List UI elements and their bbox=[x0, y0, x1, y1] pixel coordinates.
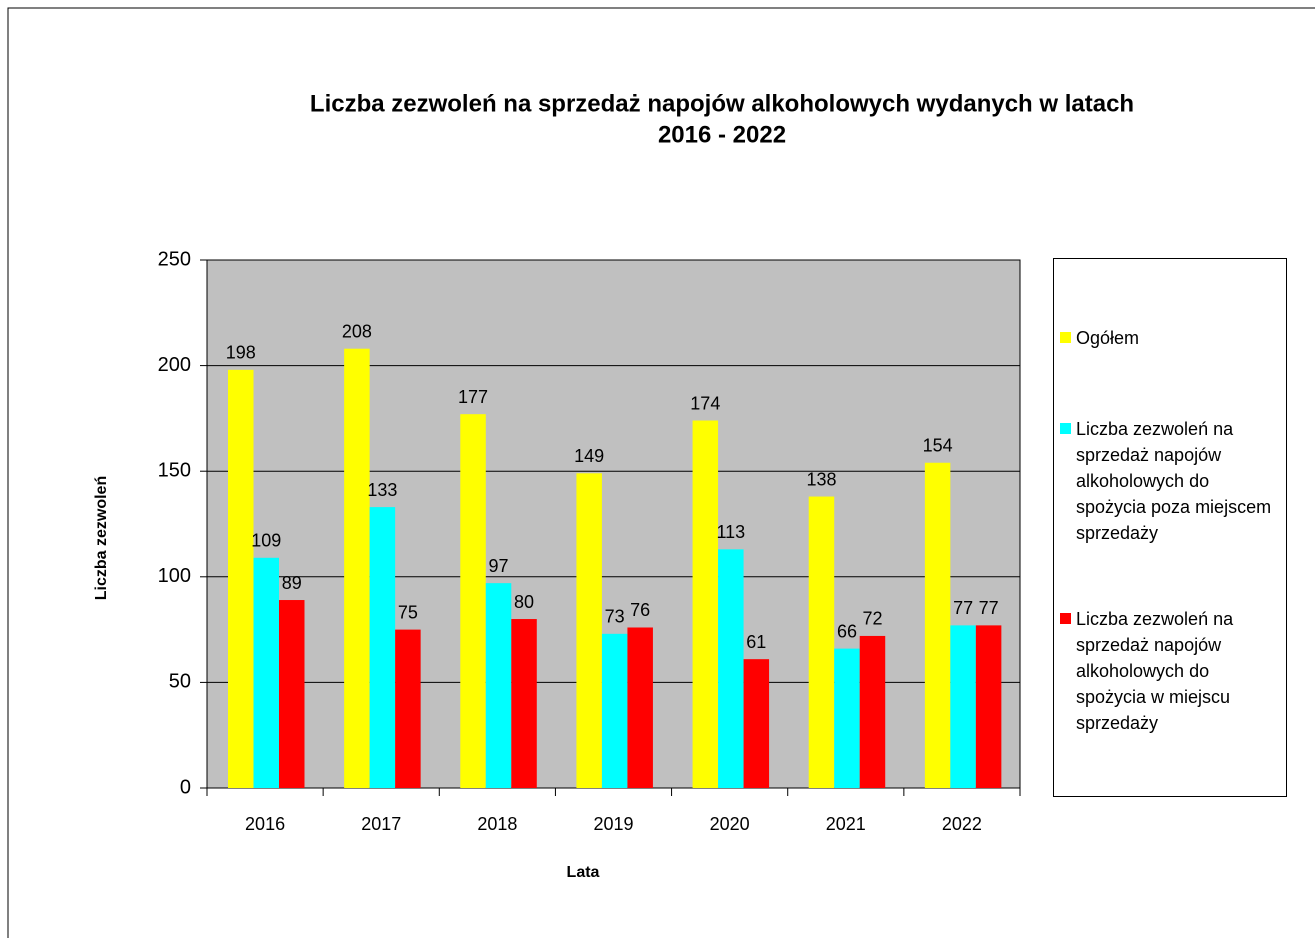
x-axis-label: Lata bbox=[567, 864, 600, 881]
bar bbox=[228, 369, 254, 788]
legend-entry: Liczba zezwoleń na sprzedaż napojów alko… bbox=[1058, 416, 1280, 546]
x-tick-label: 2022 bbox=[942, 814, 982, 834]
bar bbox=[834, 648, 860, 788]
legend-swatch bbox=[1060, 423, 1071, 434]
chart-title: Liczba zezwoleń na sprzedaż napojów alko… bbox=[310, 90, 1134, 117]
data-label: 198 bbox=[226, 343, 256, 363]
bar bbox=[692, 420, 719, 788]
legend-swatch bbox=[1060, 332, 1071, 343]
data-label: 113 bbox=[716, 522, 745, 542]
bar bbox=[718, 549, 744, 788]
bar bbox=[743, 659, 770, 788]
bar bbox=[627, 627, 653, 788]
x-tick-label: 2020 bbox=[710, 814, 750, 834]
chart-title: 2016 - 2022 bbox=[658, 121, 786, 148]
bar bbox=[344, 348, 370, 788]
data-label: 75 bbox=[398, 602, 418, 622]
bar bbox=[975, 625, 1002, 788]
data-label: 72 bbox=[862, 609, 882, 629]
bar bbox=[395, 629, 421, 788]
y-tick-label: 250 bbox=[158, 248, 191, 270]
data-label: 154 bbox=[923, 436, 953, 456]
bar bbox=[576, 473, 602, 788]
bar bbox=[279, 600, 305, 788]
legend-swatch bbox=[1060, 613, 1071, 624]
data-label: 89 bbox=[282, 573, 302, 593]
x-tick-label: 2021 bbox=[826, 814, 866, 834]
data-label: 66 bbox=[837, 621, 857, 641]
bar bbox=[924, 462, 951, 788]
data-label: 208 bbox=[342, 321, 372, 341]
data-label: 61 bbox=[746, 632, 766, 652]
bar bbox=[253, 557, 279, 788]
data-label: 73 bbox=[605, 607, 625, 627]
data-label: 149 bbox=[574, 446, 604, 466]
bar bbox=[950, 625, 976, 788]
bar bbox=[460, 414, 486, 788]
data-label: 80 bbox=[514, 592, 534, 612]
data-label: 77 bbox=[979, 598, 999, 618]
legend-text: Ogółem bbox=[1076, 328, 1140, 348]
y-tick-label: 150 bbox=[158, 459, 191, 481]
x-tick-label: 2017 bbox=[361, 814, 401, 834]
x-tick-label: 2019 bbox=[593, 814, 633, 834]
data-label: 77 bbox=[953, 598, 973, 618]
data-label: 97 bbox=[489, 556, 509, 576]
legend-entry: Liczba zezwoleń na sprzedaż napojów alko… bbox=[1058, 606, 1280, 736]
data-label: 174 bbox=[690, 393, 720, 413]
bar bbox=[808, 496, 835, 788]
data-label: 138 bbox=[806, 469, 836, 489]
bar bbox=[485, 583, 512, 788]
legend-text: Liczba zezwoleń na sprzedaż napojów alko… bbox=[1076, 609, 1234, 733]
bar bbox=[601, 633, 628, 788]
bar bbox=[859, 635, 886, 788]
data-label: 133 bbox=[367, 480, 397, 500]
bar bbox=[369, 507, 396, 788]
legend-text: Liczba zezwoleń na sprzedaż napojów alko… bbox=[1076, 419, 1272, 543]
y-tick-label: 50 bbox=[169, 671, 191, 693]
data-label: 177 bbox=[458, 387, 488, 407]
data-label: 76 bbox=[630, 600, 650, 620]
x-tick-label: 2018 bbox=[477, 814, 517, 834]
x-tick-label: 2016 bbox=[245, 814, 285, 834]
y-tick-label: 0 bbox=[180, 776, 191, 798]
data-label: 109 bbox=[251, 531, 281, 551]
y-tick-label: 100 bbox=[158, 565, 191, 587]
legend: Ogółem Liczba zezwoleń na sprzedaż napojó… bbox=[1053, 258, 1287, 797]
y-axis-label: Liczba zezwoleń bbox=[93, 476, 110, 600]
legend-entry: Ogółem bbox=[1058, 325, 1280, 351]
y-tick-label: 200 bbox=[158, 354, 191, 376]
bar bbox=[511, 619, 537, 788]
